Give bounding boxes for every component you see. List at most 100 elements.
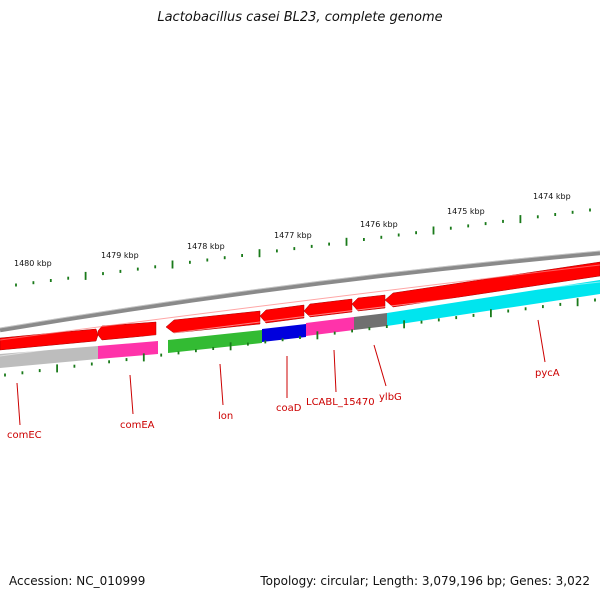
scale-label-1479: 1479 kbp xyxy=(101,251,139,260)
minor-tick xyxy=(119,269,122,273)
minor-tick xyxy=(571,210,574,214)
major-tick xyxy=(142,353,145,362)
minor-tick xyxy=(21,371,24,375)
minor-tick xyxy=(554,213,557,216)
minor-tick xyxy=(247,342,249,346)
leader-LCABL_15470 xyxy=(333,349,337,393)
gene-arrow xyxy=(303,298,353,318)
forward-strand-shine xyxy=(0,264,600,341)
minor-tick xyxy=(38,369,41,373)
minor-tick xyxy=(102,272,104,276)
minor-tick xyxy=(212,347,215,350)
outer-scale-ticks xyxy=(15,208,591,287)
leader-lon xyxy=(219,363,224,406)
minor-tick xyxy=(206,258,209,262)
minor-tick xyxy=(310,244,313,248)
minor-tick xyxy=(380,235,383,239)
minor-tick xyxy=(589,208,591,212)
gene-comEC-block xyxy=(0,346,98,368)
minor-tick xyxy=(125,358,128,362)
minor-tick xyxy=(177,351,180,355)
scale-label-1477: 1477 kbp xyxy=(274,231,312,240)
genome-backbone xyxy=(0,250,600,333)
leader-pycA xyxy=(537,319,546,363)
minor-tick xyxy=(415,231,417,235)
gene-label-ylbG: ylbG xyxy=(379,392,402,403)
gene-arrow xyxy=(165,310,261,334)
minor-tick xyxy=(437,318,440,322)
gene-label-comEA: comEA xyxy=(120,420,155,431)
minor-tick xyxy=(136,267,139,271)
major-tick xyxy=(432,226,435,235)
minor-tick xyxy=(299,336,301,339)
minor-tick xyxy=(189,260,191,264)
major-tick xyxy=(56,364,58,373)
minor-tick xyxy=(368,327,371,331)
minor-tick xyxy=(524,307,527,311)
leader-comEC xyxy=(16,382,21,426)
scale-labels: 1480 kbp 1479 kbp 1478 kbp 1477 kbp 1476… xyxy=(14,192,571,268)
gene-label-lon: lon xyxy=(218,411,233,422)
gene-label-comEC: comEC xyxy=(7,430,42,441)
gene-arrow xyxy=(97,321,157,341)
gene-label-coaD: coaD xyxy=(276,403,302,414)
minor-tick xyxy=(559,302,562,306)
minor-tick xyxy=(536,215,539,219)
leader-ylbG xyxy=(373,344,387,387)
gene-comEA-block xyxy=(98,341,158,359)
gene-label-pycA: pycA xyxy=(535,368,560,379)
major-tick xyxy=(171,260,174,269)
scale-label-1480: 1480 kbp xyxy=(14,259,52,268)
major-tick xyxy=(403,320,405,329)
topology-summary: Topology: circular; Length: 3,079,196 bp… xyxy=(260,574,590,588)
major-tick xyxy=(258,249,261,258)
minor-tick xyxy=(351,329,353,333)
minor-tick xyxy=(333,331,336,335)
minor-tick xyxy=(502,219,504,223)
minor-tick xyxy=(281,338,284,342)
minor-tick xyxy=(455,316,458,320)
major-tick xyxy=(490,309,492,318)
minor-tick xyxy=(160,353,163,357)
minor-tick xyxy=(484,222,487,226)
inner-scale-ticks xyxy=(4,298,596,377)
minor-tick xyxy=(507,309,510,313)
minor-tick xyxy=(328,242,330,246)
minor-tick xyxy=(594,298,596,302)
major-tick xyxy=(229,342,232,351)
gene-ylbG-block xyxy=(354,313,387,330)
minor-tick xyxy=(293,247,296,251)
gene-arrow xyxy=(259,304,305,324)
map-title: Lactobacillus casei BL23, complete genom… xyxy=(157,10,443,25)
gene-lon-block xyxy=(168,330,262,353)
major-tick xyxy=(576,298,579,307)
minor-tick xyxy=(241,254,243,257)
major-tick xyxy=(316,331,319,340)
major-tick xyxy=(519,215,522,224)
minor-tick xyxy=(15,283,17,287)
minor-tick xyxy=(90,362,93,366)
scale-label-1474: 1474 kbp xyxy=(533,192,571,201)
gene-arrow xyxy=(0,328,99,351)
leader-comEA xyxy=(129,374,134,415)
accession-text: Accession: NC_010999 xyxy=(9,574,146,588)
minor-tick xyxy=(32,281,35,285)
minor-tick xyxy=(472,313,475,317)
minor-tick xyxy=(49,279,52,282)
major-tick xyxy=(84,271,87,280)
gene-coaD-block xyxy=(262,324,306,342)
minor-tick xyxy=(73,364,76,368)
minor-tick xyxy=(276,249,278,253)
major-tick xyxy=(345,237,348,246)
scale-label-1478: 1478 kbp xyxy=(187,242,225,251)
minor-tick xyxy=(223,256,226,260)
minor-tick xyxy=(264,340,267,344)
minor-tick xyxy=(542,305,544,309)
backbone-highlight xyxy=(0,250,600,329)
scale-label-1475: 1475 kbp xyxy=(447,207,485,216)
minor-tick xyxy=(420,320,423,324)
label-leaders xyxy=(16,319,546,426)
minor-tick xyxy=(397,233,400,237)
minor-tick xyxy=(108,360,110,364)
